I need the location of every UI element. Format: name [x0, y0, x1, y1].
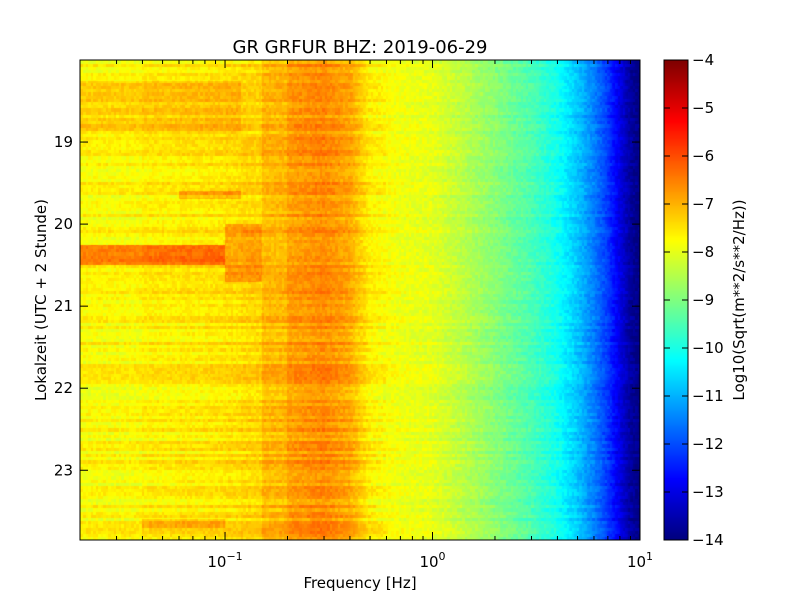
y-tick-label: 22	[54, 379, 73, 397]
colorbar-tick-label: −9	[692, 291, 714, 309]
spectrogram-heatmap	[80, 60, 640, 540]
y-axis-label: Lokalzeit (UTC + 2 Stunde)	[32, 199, 50, 401]
y-tick-label: 23	[54, 461, 73, 479]
colorbar-tick-label: −4	[692, 51, 714, 69]
colorbar-ticks: −4 −5 −6 −7 −8 −9 −10 −11 −12 −13 −14	[664, 51, 724, 549]
x-tick-label: 100	[419, 550, 445, 571]
colorbar-tick-label: −5	[692, 99, 714, 117]
y-tick-label: 20	[54, 215, 73, 233]
plot-frame	[79, 59, 641, 541]
x-tick-label: 10−1	[207, 550, 242, 571]
y-tick-label: 21	[54, 297, 73, 315]
colorbar-tick-label: −7	[692, 195, 714, 213]
colorbar-tick-label: −14	[692, 531, 724, 549]
spectrogram-plot-area: 10−1 100 101 19 20 21 22 23	[54, 59, 653, 571]
y-tick-label: 19	[54, 133, 73, 151]
colorbar-tick-label: −13	[692, 483, 724, 501]
x-axis-label: Frequency [Hz]	[303, 574, 416, 592]
colorbar-tick-label: −11	[692, 387, 724, 405]
colorbar-tick-label: −6	[692, 147, 714, 165]
colorbar-tick-label: −8	[692, 243, 714, 261]
x-tick-label: 101	[627, 550, 653, 571]
y-axis-ticks: 19 20 21 22 23	[54, 133, 640, 479]
x-axis-ticks: 10−1 100 101	[79, 60, 653, 571]
chart-title: GR GRFUR BHZ: 2019-06-29	[233, 37, 488, 58]
colorbar-tick-label: −12	[692, 435, 724, 453]
colorbar-tick-label: −10	[692, 339, 724, 357]
colorbar: −4 −5 −6 −7 −8 −9 −10 −11 −12 −13 −14 Log10(Sqrt(m…	[663, 51, 748, 549]
colorbar-label: Log10(Sqrt(m**2/s**2/Hz))	[730, 199, 748, 400]
